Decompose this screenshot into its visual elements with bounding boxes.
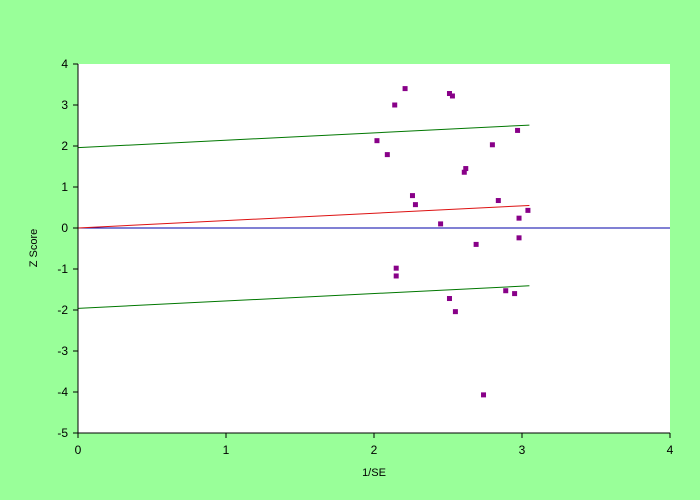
y-tick-label: 2	[61, 139, 68, 153]
x-tick-label: 0	[75, 443, 82, 457]
data-point	[503, 288, 509, 294]
data-point	[512, 291, 518, 297]
upper-limit-line	[77, 124, 530, 149]
x-tick-label: 2	[371, 443, 378, 457]
x-tick-label: 4	[667, 443, 674, 457]
data-points	[374, 86, 531, 398]
data-point	[516, 235, 522, 241]
x-tick-label: 3	[519, 443, 526, 457]
data-point	[515, 127, 521, 133]
data-point	[446, 296, 452, 302]
data-point	[449, 93, 455, 99]
data-point	[481, 392, 487, 398]
y-tick-label: 1	[61, 180, 68, 194]
data-point	[489, 142, 495, 148]
x-axis-title: 1/SE	[362, 467, 386, 479]
data-point	[409, 193, 415, 199]
plot-area	[78, 64, 670, 433]
data-point	[525, 207, 531, 213]
data-point	[374, 138, 380, 144]
data-point	[452, 309, 458, 315]
y-tick-label: -4	[57, 385, 68, 399]
data-point	[412, 202, 418, 208]
data-point	[384, 152, 390, 158]
y-tick-label: -5	[57, 426, 68, 440]
axes: 0 1 2 3 4 4 3 2 1 0 -1 -2 -3 -4 -5	[57, 57, 673, 457]
y-tick-label: -2	[57, 303, 68, 317]
y-tick-label: 4	[61, 57, 68, 71]
data-point	[446, 91, 452, 97]
regression-line	[77, 204, 530, 229]
data-point	[473, 241, 479, 247]
data-point	[393, 273, 399, 279]
y-tick-label: -1	[57, 262, 68, 276]
data-point	[402, 86, 408, 92]
data-point	[393, 265, 399, 271]
data-point	[516, 215, 522, 221]
x-tick-label: 1	[223, 443, 230, 457]
lower-limit-line	[77, 285, 530, 309]
data-point	[463, 166, 469, 172]
data-point	[495, 198, 501, 204]
y-axis-title: Z Score	[28, 229, 40, 268]
reference-lines	[77, 124, 670, 309]
data-point	[438, 221, 444, 227]
y-tick-label: -3	[57, 344, 68, 358]
data-point	[392, 102, 398, 108]
y-tick-label: 3	[61, 98, 68, 112]
data-point	[461, 169, 467, 175]
y-tick-label: 0	[61, 221, 68, 235]
